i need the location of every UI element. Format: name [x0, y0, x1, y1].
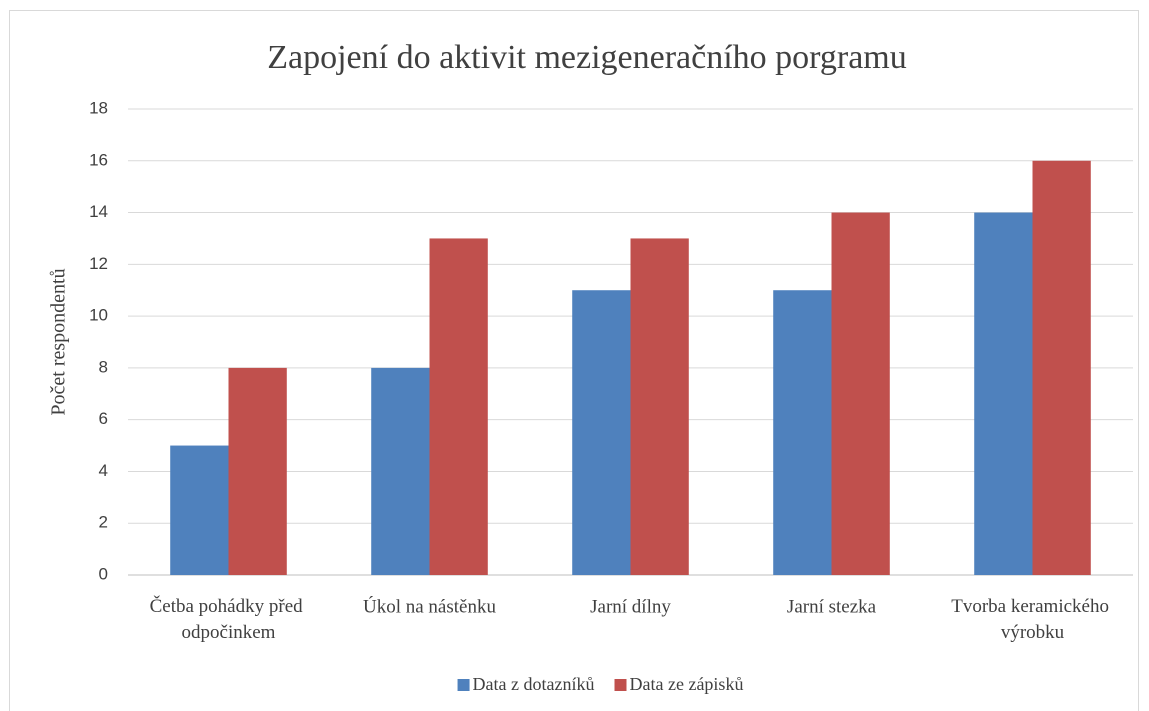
y-tick-label: 10: [89, 306, 108, 325]
x-tick-label: Četba pohádky před odpočinkem: [150, 595, 308, 643]
chart-frame: [9, 10, 1139, 711]
y-tick-label: 0: [99, 564, 108, 583]
bar: [572, 290, 631, 575]
legend-label: Data ze zápisků: [630, 674, 744, 694]
y-tick-label: 6: [99, 409, 108, 428]
y-tick-label: 12: [89, 254, 108, 273]
legend-swatch: [614, 679, 627, 691]
bar: [831, 212, 890, 576]
x-tick-label: Jarní dílny: [590, 596, 671, 617]
x-tick-label: Jarní stezka: [787, 596, 877, 617]
y-tick-label: 4: [99, 461, 108, 480]
x-tick-label: Úkol na nástěnku: [363, 595, 496, 617]
y-tick-label: 18: [89, 98, 108, 117]
legend: Data z dotazníků Data ze zápisků: [457, 674, 744, 694]
legend-label: Data z dotazníků: [473, 674, 595, 694]
y-axis-label: Počet respondentů: [48, 268, 70, 415]
bar: [1032, 160, 1091, 575]
bar: [974, 212, 1033, 576]
y-tick-label: 8: [99, 357, 108, 376]
bar: [630, 238, 689, 575]
legend-swatch: [457, 679, 470, 691]
bar: [429, 238, 488, 575]
y-tick-label: 16: [89, 150, 108, 169]
bar: [773, 290, 832, 575]
chart-title: Zapojení do aktivit mezigeneračního porg…: [267, 39, 907, 76]
x-tick-label: Tvorba keramického výrobku: [951, 596, 1113, 643]
y-tick-label: 2: [99, 513, 108, 532]
y-tick-label: 14: [89, 202, 108, 221]
bar: [371, 367, 430, 575]
bar: [228, 367, 287, 575]
bar: [170, 445, 229, 575]
